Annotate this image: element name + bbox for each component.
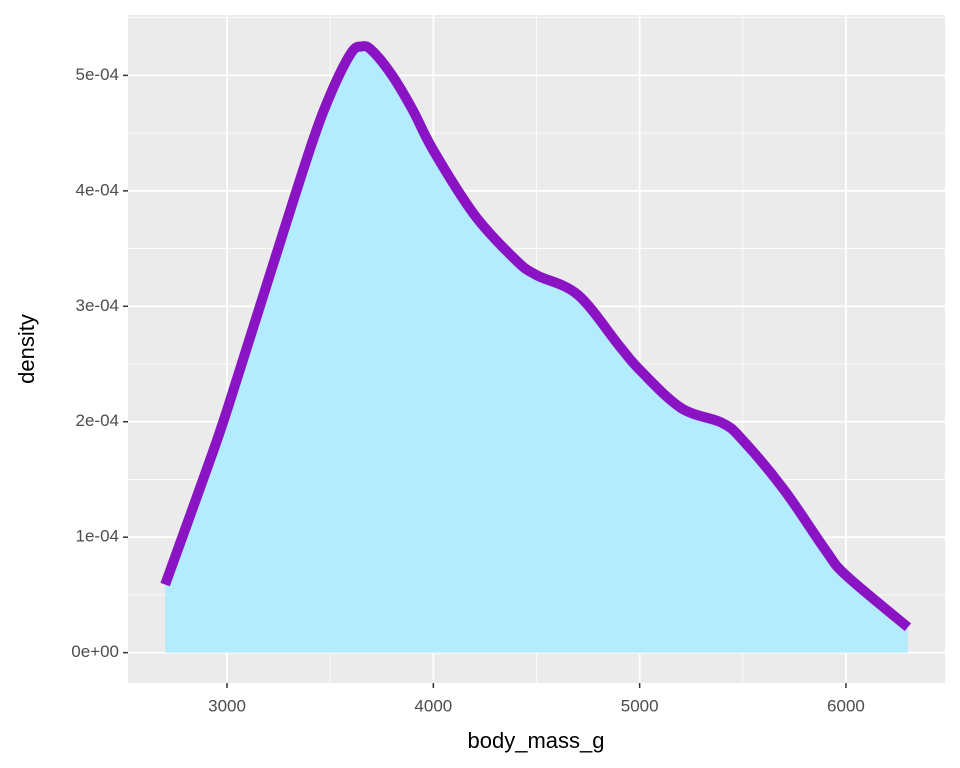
marks [160, 41, 912, 653]
y-tick-label: 4e-04 [76, 180, 119, 199]
density-line [160, 41, 912, 632]
density-area [165, 46, 908, 653]
x-tick-label: 5000 [621, 696, 659, 715]
y-tick-label: 0e+00 [71, 642, 119, 661]
y-tick-label: 1e-04 [76, 527, 119, 546]
x-tick-label: 6000 [827, 696, 865, 715]
y-tick-label: 5e-04 [76, 65, 119, 84]
axes: 3000 4000 5000 6000 0e+00 1e-04 2e-04 3e-04 4e-0… [71, 65, 865, 716]
x-axis-title: body_mass_g [468, 728, 605, 753]
x-tick-label: 3000 [208, 696, 246, 715]
y-tick-label: 2e-04 [76, 411, 119, 430]
y-tick-label: 3e-04 [76, 296, 119, 315]
x-tick-label: 4000 [414, 696, 452, 715]
y-axis-title: density [14, 314, 39, 384]
